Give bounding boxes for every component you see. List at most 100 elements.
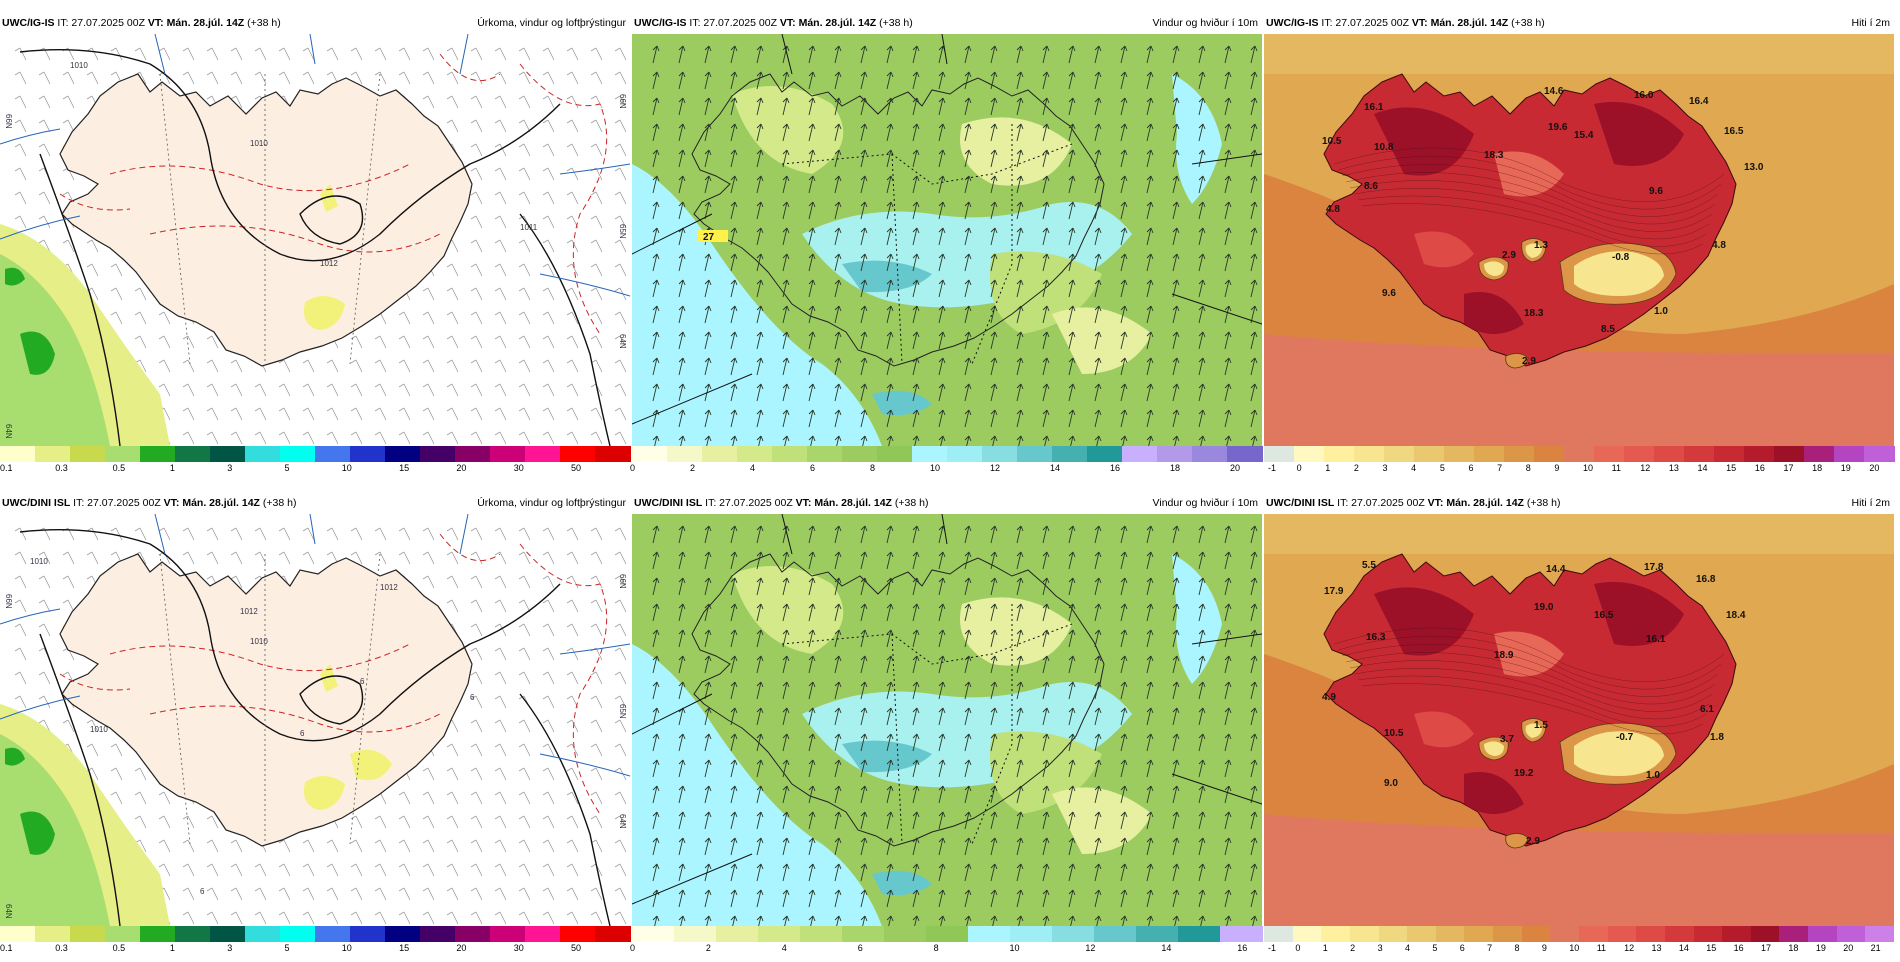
colorbar-swatch xyxy=(1052,446,1088,462)
wind-arrow xyxy=(1068,279,1076,298)
wind-arrow xyxy=(1224,811,1232,830)
wind-arrow xyxy=(704,175,712,194)
wind-arrow xyxy=(860,759,868,778)
wind-barb xyxy=(446,527,459,541)
colorbar-swatch xyxy=(877,446,913,462)
wind-arrow xyxy=(808,915,816,926)
wind-arrow xyxy=(1172,201,1180,220)
wind-barb xyxy=(470,887,483,901)
colorbar-tick-label: 20 xyxy=(456,463,467,473)
wind-arrow xyxy=(1120,525,1128,544)
wind-barb xyxy=(350,527,363,541)
wind-barb xyxy=(590,887,603,901)
wind-arrow xyxy=(1224,435,1232,446)
wind-arrow xyxy=(1016,811,1024,830)
domain-line xyxy=(632,853,753,905)
wind-arrow xyxy=(652,279,660,298)
wind-arrow xyxy=(652,45,660,64)
wind-arrow xyxy=(938,71,946,90)
wind-arrow xyxy=(808,435,816,446)
wind-arrow xyxy=(938,331,946,350)
temperature-value: 4.8 xyxy=(1326,204,1340,215)
temperature-value: 17.9 xyxy=(1324,586,1344,597)
panel-title: Hiti í 2m xyxy=(1851,17,1890,29)
wind-arrow xyxy=(808,707,816,726)
gust-label: 27 xyxy=(703,232,715,243)
temp-area-hot xyxy=(1464,292,1524,334)
wind-arrow xyxy=(1120,123,1128,142)
wind-arrow xyxy=(1094,435,1102,446)
colorbar-swatch xyxy=(1521,926,1551,942)
wind-arrow xyxy=(782,71,790,90)
wind-arrow xyxy=(808,357,816,376)
wind-barb xyxy=(446,815,459,829)
wind-arrow xyxy=(1172,525,1180,544)
colorbar-tick-label: 12 xyxy=(1085,943,1096,953)
wind-arrow xyxy=(1250,383,1258,402)
temperature-value: 16.8 xyxy=(1696,574,1716,585)
wind-arrow xyxy=(782,409,790,428)
wind-arrow xyxy=(1094,733,1102,752)
wind-arrow xyxy=(1120,551,1128,570)
wind-arrow xyxy=(938,681,946,700)
wind-barb xyxy=(518,287,531,301)
wind-arrow xyxy=(1224,227,1232,246)
wind-arrow xyxy=(1146,551,1154,570)
iceland-coastline xyxy=(691,73,1105,367)
wind-arrow xyxy=(1250,525,1258,544)
wind-arrow xyxy=(886,331,894,350)
wind-barb xyxy=(470,119,483,133)
wind-area-strong xyxy=(1172,74,1222,204)
wind-arrow xyxy=(1146,383,1154,402)
wind-arrow xyxy=(730,71,738,90)
wind-barb xyxy=(470,95,483,109)
wind-arrow xyxy=(860,681,868,700)
wind-arrow xyxy=(1094,123,1102,142)
colorbar-swatch xyxy=(1264,446,1295,462)
colorbar-tick-label: 16 xyxy=(1733,943,1744,953)
wind-arrow xyxy=(1198,357,1206,376)
wind-arrow xyxy=(834,357,842,376)
temperature-contour xyxy=(109,643,411,672)
wind-arrow xyxy=(782,837,790,856)
colorbar-tick-label: 10 xyxy=(1009,943,1020,953)
temperature-value: 8.6 xyxy=(1364,181,1378,192)
colorbar-swatch xyxy=(1087,446,1123,462)
wind-arrow xyxy=(964,227,972,246)
wind-arrow xyxy=(886,785,894,804)
wind-arrow xyxy=(1068,305,1076,324)
wind-arrow xyxy=(912,45,920,64)
wind-arrow xyxy=(678,279,686,298)
wind-arrow xyxy=(1198,279,1206,298)
colorbar-tick-label: 30 xyxy=(513,463,524,473)
wind-barb xyxy=(494,431,507,445)
wind-barb xyxy=(326,863,339,877)
wind-arrow xyxy=(704,889,712,908)
wind-barb xyxy=(470,71,483,85)
temperature-contour-label: 6 xyxy=(300,729,305,738)
temperature-contours xyxy=(59,53,608,335)
colorbar-tick-label: 0 xyxy=(630,463,636,473)
temperature-contour xyxy=(519,543,608,815)
wind-barb xyxy=(422,95,435,109)
wind-arrow xyxy=(678,759,686,778)
wind-arrow xyxy=(834,889,842,908)
wind-arrow xyxy=(1120,279,1128,298)
wind-barb xyxy=(206,47,219,61)
wind-barb xyxy=(446,575,459,589)
wind-arrow xyxy=(964,629,972,648)
temp-contour xyxy=(1337,635,1722,690)
wind-barb xyxy=(206,551,219,565)
colorbar-tick-label: 9 xyxy=(1554,463,1560,473)
wind-barb xyxy=(470,743,483,757)
temp-map: 5.5 17.9 14.4 17.8 16.8 16.3 19.0 16.5 16.1 18.4 1… xyxy=(1264,514,1894,926)
wind-barb xyxy=(398,383,411,397)
wind-barb xyxy=(134,527,147,541)
wind-arrow xyxy=(1120,577,1128,596)
colorbar-swatch xyxy=(210,446,246,462)
colorbar-tick-label: 0.5 xyxy=(112,943,126,953)
wind-arrow xyxy=(1250,279,1258,298)
wind-barb xyxy=(134,815,147,829)
wind-arrow xyxy=(1224,655,1232,674)
wind-arrow xyxy=(1224,863,1232,882)
